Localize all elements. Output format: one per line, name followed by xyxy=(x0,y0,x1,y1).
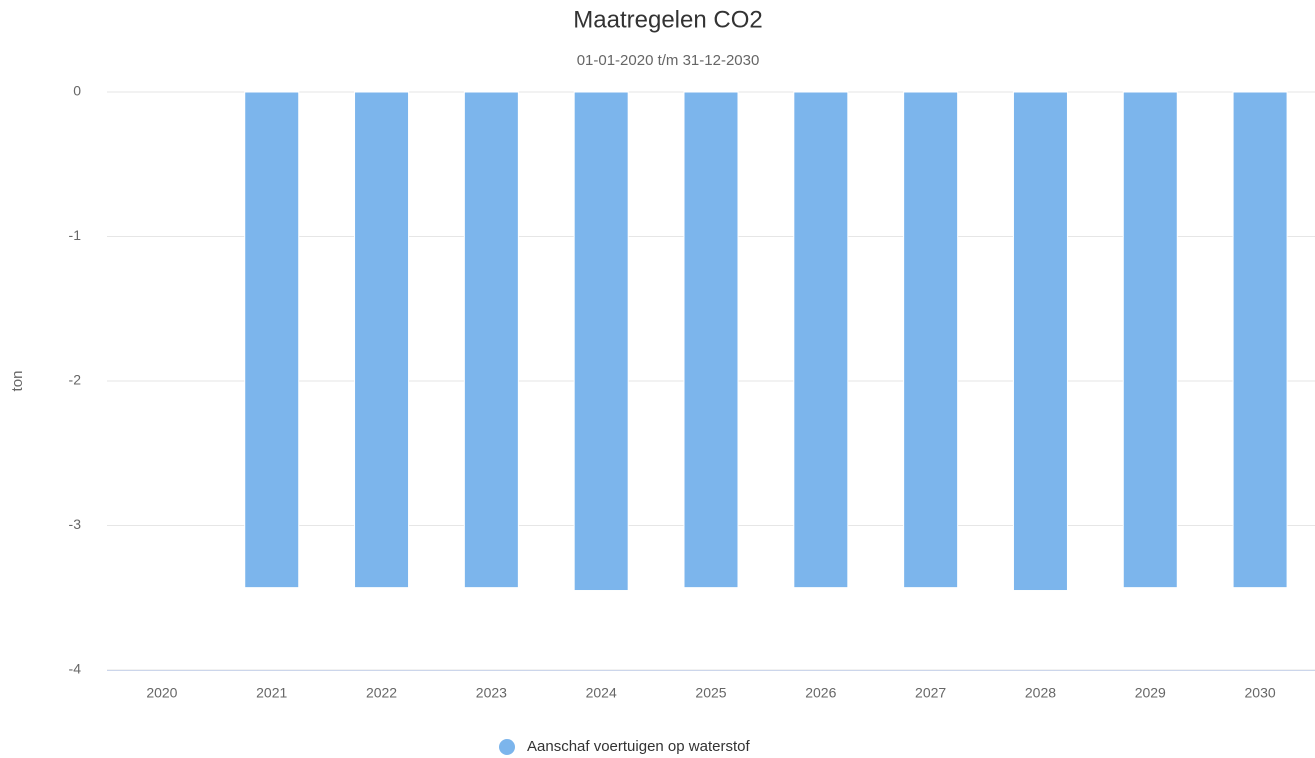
bar xyxy=(793,91,849,589)
bar xyxy=(1232,91,1288,589)
y-tick-label: -4 xyxy=(69,661,82,677)
x-tick-label: 2020 xyxy=(146,685,177,701)
x-tick-label: 2027 xyxy=(915,685,946,701)
x-tick-label: 2023 xyxy=(476,685,507,701)
y-tick-label: -1 xyxy=(69,227,82,243)
chart-subtitle: 01-01-2020 t/m 31-12-2030 xyxy=(577,52,760,69)
bar xyxy=(244,91,300,589)
x-tick-label: 2024 xyxy=(586,685,617,701)
chart-title: Maatregelen CO2 xyxy=(573,6,762,33)
bar xyxy=(463,91,519,589)
legend-symbol xyxy=(499,739,515,755)
x-tick-label: 2026 xyxy=(805,685,836,701)
y-axis-title: ton xyxy=(9,371,26,392)
bar xyxy=(1122,91,1178,589)
x-tick-label: 2025 xyxy=(695,685,726,701)
x-tick-label: 2021 xyxy=(256,685,287,701)
bar xyxy=(573,91,629,592)
y-tick-label: -3 xyxy=(69,516,82,532)
bar xyxy=(1012,91,1068,592)
bar xyxy=(354,91,410,589)
x-tick-label: 2028 xyxy=(1025,685,1056,701)
y-tick-label: 0 xyxy=(73,83,81,99)
bar xyxy=(903,91,959,589)
x-tick-label: 2029 xyxy=(1135,685,1166,701)
x-tick-label: 2030 xyxy=(1245,685,1276,701)
bar xyxy=(683,91,739,589)
y-tick-label: -2 xyxy=(69,372,82,388)
x-tick-label: 2022 xyxy=(366,685,397,701)
legend-label: Aanschaf voertuigen op waterstof xyxy=(527,738,750,755)
